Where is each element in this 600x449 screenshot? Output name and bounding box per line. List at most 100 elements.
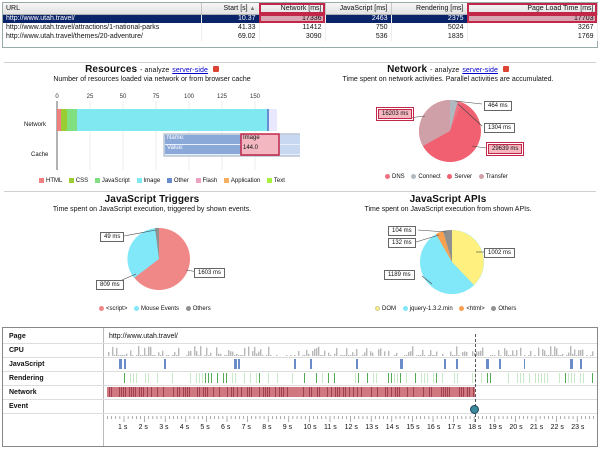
cell-start: 41.33 xyxy=(201,23,260,32)
network-request xyxy=(151,387,152,397)
resources-server-side-link[interactable]: server-side xyxy=(172,67,208,74)
cpu-sample xyxy=(230,351,232,356)
axis-tick-label: 16 s xyxy=(427,424,441,431)
javascript-segment xyxy=(124,359,126,369)
js-triggers-legend: <script> Mouse Events Others xyxy=(94,306,211,312)
javascript-segment xyxy=(400,359,403,369)
cpu-sample xyxy=(330,355,332,356)
network-request xyxy=(123,387,124,397)
tick-label: 75 xyxy=(153,94,160,100)
timeline-label-separator xyxy=(103,328,104,446)
network-request xyxy=(263,387,264,397)
column-header-start[interactable]: Start [s] ▲ xyxy=(201,3,260,15)
cpu-sample xyxy=(154,355,156,356)
bar-javascript xyxy=(67,109,77,131)
rendering-segment xyxy=(217,373,218,383)
network-request xyxy=(337,387,338,397)
column-header-page-load-time[interactable]: Page Load Time [ms] xyxy=(467,3,598,15)
column-header-rendering[interactable]: Rendering [ms] xyxy=(391,3,468,15)
rendering-segment xyxy=(355,373,356,383)
column-header-javascript[interactable]: JavaScript [ms] xyxy=(325,3,392,15)
axis-tick-label: 8 s xyxy=(262,424,272,431)
cpu-sample xyxy=(548,355,550,356)
rendering-segment xyxy=(322,373,323,383)
cpu-sample xyxy=(590,355,592,356)
export-icon[interactable] xyxy=(212,66,219,73)
js-apis-pie-chart xyxy=(415,229,484,294)
tick-label: 25 xyxy=(87,94,94,100)
javascript-segment xyxy=(294,359,296,369)
network-callout-1: 16203 ms xyxy=(375,107,415,121)
network-request xyxy=(187,387,188,397)
cpu-sample xyxy=(478,351,480,356)
network-request xyxy=(467,387,468,397)
cell-load: 17703 xyxy=(467,14,598,23)
cpu-sample xyxy=(424,355,426,356)
legend-label: Server xyxy=(454,174,473,181)
network-legend: DNS Connect Server Transfer xyxy=(380,174,508,180)
cpu-sample xyxy=(566,355,568,356)
rendering-segment xyxy=(457,373,458,383)
rendering-segment xyxy=(157,373,158,383)
legend-label: HTML xyxy=(46,178,63,185)
rendering-segment xyxy=(256,373,257,383)
column-header-url[interactable]: URL xyxy=(3,3,202,15)
network-request xyxy=(449,387,450,397)
cpu-sample xyxy=(378,349,380,356)
table-row[interactable]: http://www.utah.travel/attractions/1-nat… xyxy=(3,23,598,32)
legend-swatch xyxy=(195,178,201,183)
network-request xyxy=(441,387,442,397)
cpu-sample xyxy=(434,355,436,356)
export-icon[interactable] xyxy=(502,66,509,73)
network-request xyxy=(177,387,178,397)
timeline-page-url[interactable]: http://www.utah.travel/ xyxy=(109,333,178,340)
event-marker-icon[interactable] xyxy=(470,405,479,414)
legend-swatch xyxy=(478,174,484,179)
timeline-label-javascript: JavaScript xyxy=(9,361,45,368)
network-request xyxy=(463,387,464,397)
rendering-segment xyxy=(334,373,335,383)
cpu-sample xyxy=(244,347,246,356)
rendering-segment xyxy=(358,373,359,383)
legend-label: Others xyxy=(192,306,211,313)
cpu-sample xyxy=(560,355,562,356)
cpu-sample xyxy=(442,353,444,356)
rendering-segment xyxy=(592,373,593,383)
js-triggers-pie-chart xyxy=(121,227,199,290)
network-request xyxy=(459,387,460,397)
tick-label: 100 xyxy=(184,94,195,100)
cpu-sample xyxy=(208,355,210,356)
network-callout-4: 29639 ms xyxy=(485,142,525,156)
cpu-sample xyxy=(480,350,482,356)
rendering-segment xyxy=(292,373,293,383)
cpu-sample xyxy=(356,348,358,356)
network-request xyxy=(443,387,444,397)
cpu-sample xyxy=(482,347,484,356)
rendering-segment xyxy=(421,373,422,383)
cpu-sample xyxy=(340,355,342,356)
axis-tick-label: 23 s xyxy=(571,424,585,431)
cpu-sample xyxy=(308,353,310,356)
cpu-sample xyxy=(494,355,496,356)
resources-panel: Resources - analyze server-side Number o… xyxy=(4,64,300,190)
table-row[interactable]: http://www.utah.travel/themes/20-adventu… xyxy=(3,32,598,41)
network-server-side-link[interactable]: server-side xyxy=(462,67,499,74)
network-request xyxy=(469,387,470,397)
legend-swatch xyxy=(39,178,44,183)
cpu-sample xyxy=(190,350,192,356)
column-header-network[interactable]: Network [ms] xyxy=(259,3,326,15)
javascript-segment xyxy=(580,359,582,369)
legend-swatch xyxy=(266,178,272,183)
cpu-sample xyxy=(500,355,502,356)
divider xyxy=(4,191,596,192)
rendering-segment xyxy=(391,373,392,383)
cpu-sample xyxy=(474,352,476,356)
network-analyze-prefix: - analyze xyxy=(430,67,460,74)
cpu-sample xyxy=(206,347,208,356)
javascript-segment xyxy=(444,359,446,369)
cpu-sample xyxy=(428,355,430,356)
timeline-tracks[interactable] xyxy=(104,328,598,446)
rendering-segment xyxy=(205,373,206,383)
table-row[interactable]: http://www.utah.travel/ 10.37 17336 2463… xyxy=(3,14,598,23)
network-request xyxy=(139,387,140,397)
